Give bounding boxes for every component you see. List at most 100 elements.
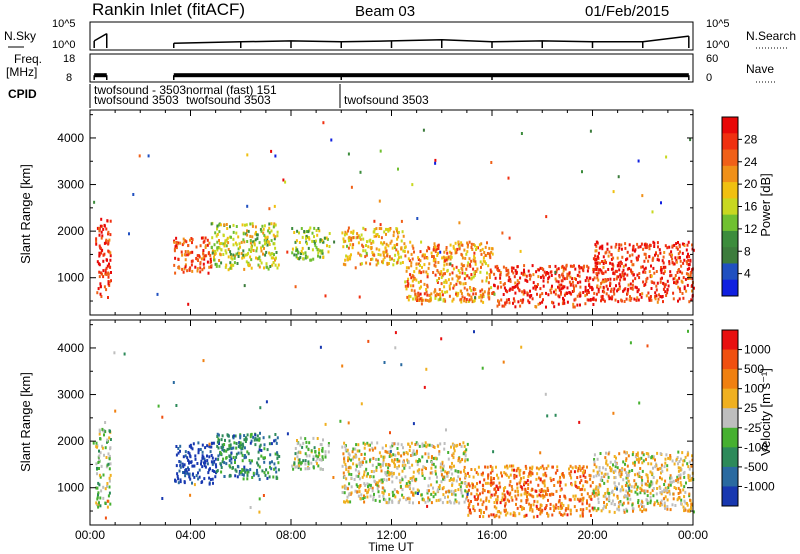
data-cell <box>436 252 439 255</box>
data-cell <box>453 490 456 494</box>
data-cell <box>401 464 404 468</box>
data-cell <box>249 234 252 238</box>
data-cell <box>297 250 299 254</box>
data-cell <box>107 282 110 286</box>
data-cell <box>503 471 506 475</box>
data-cell <box>362 226 365 230</box>
data-cell <box>625 459 628 462</box>
data-cell <box>683 499 686 503</box>
data-cell <box>299 436 302 440</box>
data-cell <box>468 276 471 280</box>
data-cell <box>296 455 299 459</box>
data-cell <box>266 243 269 247</box>
data-cell <box>416 488 419 492</box>
data-cell <box>350 473 353 476</box>
data-cell <box>464 474 467 478</box>
data-cell <box>226 236 229 240</box>
data-cell <box>100 230 103 234</box>
data-cell <box>676 278 679 282</box>
data-cell <box>315 229 318 232</box>
data-cell <box>641 461 644 465</box>
data-cell <box>473 299 476 303</box>
data-cell <box>413 250 415 254</box>
data-cell <box>655 294 658 298</box>
data-cell <box>214 475 217 479</box>
data-cell <box>603 501 605 504</box>
data-cell <box>679 457 682 461</box>
data-cell <box>611 262 614 266</box>
data-cell <box>660 499 663 503</box>
data-cell <box>586 269 589 273</box>
data-cell <box>628 267 631 270</box>
data-cell <box>543 494 546 498</box>
data-cell <box>184 239 187 243</box>
data-cell <box>388 455 391 458</box>
data-cell <box>218 259 221 262</box>
data-cell <box>446 471 448 475</box>
data-cell <box>389 472 392 475</box>
data-cell <box>505 473 508 477</box>
data-cell <box>612 463 614 467</box>
data-cell <box>220 466 223 469</box>
data-cell <box>445 258 448 262</box>
data-cell <box>263 266 265 270</box>
data-cell <box>409 284 412 288</box>
data-cell <box>573 277 576 280</box>
data-cell <box>480 252 483 256</box>
data-cell <box>451 482 454 486</box>
data-cell <box>251 222 254 226</box>
data-cell <box>496 510 499 514</box>
data-cell <box>539 266 542 270</box>
data-cell <box>359 484 362 487</box>
data-cell <box>217 457 220 461</box>
data-cell <box>675 487 677 491</box>
data-cell <box>569 275 572 279</box>
data-cell <box>243 468 246 472</box>
data-cell <box>482 500 485 504</box>
data-cell <box>242 232 245 236</box>
data-cell <box>200 257 203 261</box>
data-cell <box>519 276 522 280</box>
data-cell <box>400 219 403 223</box>
data-cell <box>99 224 102 228</box>
data-cell <box>514 489 517 493</box>
data-cell <box>204 236 207 240</box>
data-cell <box>578 486 580 490</box>
data-cell <box>369 262 372 266</box>
data-cell <box>246 477 249 481</box>
y-tick-label: 1000 <box>57 271 84 285</box>
data-cell <box>432 259 435 263</box>
noise-left-tick-bottom: 10^0 <box>52 39 76 51</box>
data-cell <box>630 296 633 300</box>
data-cell <box>502 360 505 364</box>
data-cell <box>98 275 101 279</box>
data-cell <box>666 507 669 511</box>
data-cell <box>307 236 310 239</box>
data-cell <box>582 484 585 488</box>
data-cell <box>668 245 671 249</box>
data-cell <box>454 248 457 252</box>
data-cell <box>418 269 421 273</box>
data-cell <box>432 271 435 274</box>
data-cell <box>667 284 670 288</box>
data-cell <box>649 296 652 300</box>
velocity-heatmap <box>92 329 695 520</box>
data-cell <box>660 477 663 481</box>
data-cell <box>656 281 659 285</box>
data-cell <box>673 486 676 489</box>
data-cell <box>544 392 547 396</box>
data-cell <box>473 256 476 260</box>
data-cell <box>553 507 556 510</box>
data-cell <box>589 484 592 488</box>
data-cell <box>496 266 499 270</box>
data-cell <box>613 481 616 485</box>
data-cell <box>261 224 264 228</box>
data-cell <box>441 256 444 260</box>
data-cell <box>668 489 671 493</box>
data-cell <box>344 448 347 452</box>
data-cell <box>629 295 631 299</box>
data-cell <box>421 472 424 475</box>
data-cell <box>659 280 662 284</box>
data-cell <box>424 452 427 456</box>
data-cell <box>172 381 175 384</box>
